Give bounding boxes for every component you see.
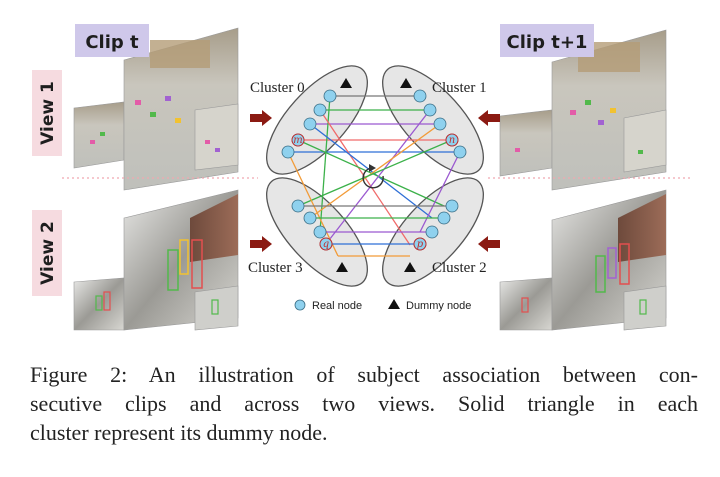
dummy-node-cluster-0 xyxy=(340,78,352,88)
view1-label-bg xyxy=(32,70,62,156)
cluster-0-label: Cluster 0 xyxy=(250,80,305,96)
clip-t-label-bg xyxy=(75,24,149,57)
legend-real-node-marker xyxy=(294,299,306,311)
arrow-left-top xyxy=(478,110,500,126)
rotation-icon xyxy=(362,164,384,189)
legend: Real node Dummy node xyxy=(294,299,471,312)
dummy-node-cluster-2 xyxy=(404,262,416,272)
clip-t1-label-bg xyxy=(500,24,594,57)
association-edges xyxy=(287,95,461,257)
clip-t-label: Clip t xyxy=(85,32,139,53)
dummy-node-cluster-3 xyxy=(336,262,348,272)
arrow-right-top xyxy=(250,110,272,126)
arrows xyxy=(250,110,500,252)
dummy-nodes xyxy=(336,78,416,272)
figure-2: Clip t Clip t+1 View 1 View 2 xyxy=(32,24,690,331)
cluster-1-label: Cluster 1 xyxy=(432,80,487,96)
node-letters: m n p q xyxy=(291,133,459,251)
clip-t1-label: Clip t+1 xyxy=(507,32,588,53)
legend-dummy-node-label: Dummy node xyxy=(406,300,471,312)
caption-line-3: cluster represent its dummy node. xyxy=(30,420,328,445)
caption-line-1: Figure 2: An illustration of subject ass… xyxy=(30,362,698,387)
cluster-3-label: Cluster 3 xyxy=(248,260,303,276)
clip-t-view2-frames xyxy=(73,189,239,331)
svg-text:n: n xyxy=(449,135,455,146)
real-nodes xyxy=(281,89,467,251)
dummy-node-cluster-1 xyxy=(400,78,412,88)
svg-text:m: m xyxy=(293,135,302,146)
cluster-0-blob xyxy=(266,65,368,175)
arrow-left-bottom xyxy=(478,236,500,252)
svg-text:q: q xyxy=(323,239,329,250)
legend-real-node-label: Real node xyxy=(312,300,362,312)
view2-label-bg xyxy=(32,210,62,296)
caption-line-2: secutive clips and across two views. Sol… xyxy=(30,391,698,416)
svg-text:p: p xyxy=(417,239,424,250)
arrow-right-bottom xyxy=(250,236,272,252)
figure-caption: Figure 2: An illustration of subject ass… xyxy=(30,360,698,447)
view2-label: View 2 xyxy=(38,221,58,285)
cluster-2-label: Cluster 2 xyxy=(432,260,487,276)
clip-t1-view2-frames xyxy=(499,189,667,331)
legend-dummy-node-marker xyxy=(388,299,400,309)
clip-t-view1-frames xyxy=(73,27,239,191)
view1-label: View 1 xyxy=(38,81,58,145)
